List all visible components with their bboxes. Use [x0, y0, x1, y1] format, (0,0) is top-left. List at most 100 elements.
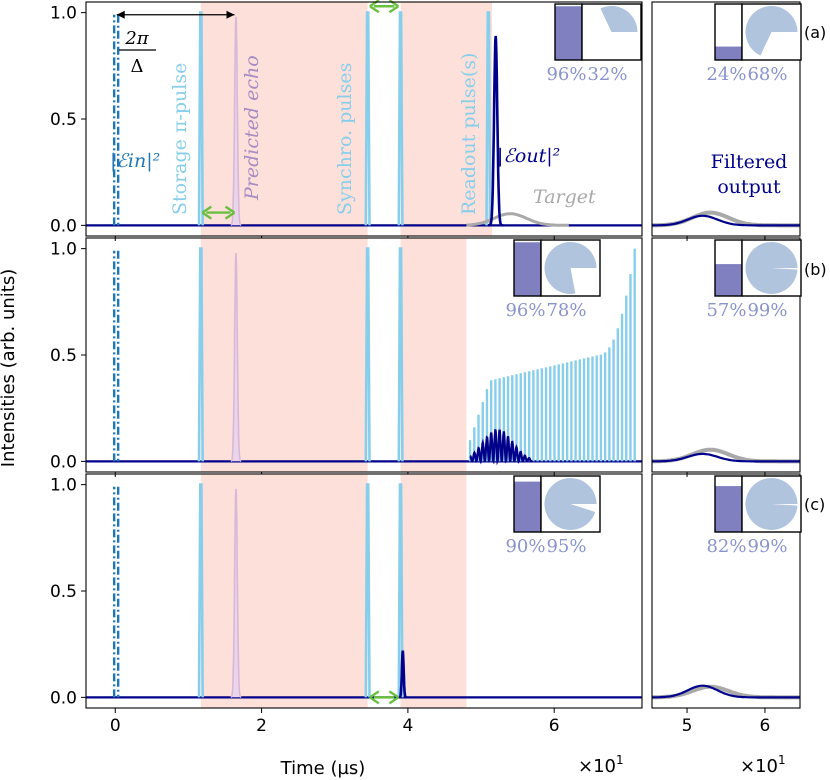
x-tick-label-right: 6 [760, 716, 771, 736]
output-pulse [469, 428, 534, 466]
x-axis-label: Time (µs) [280, 758, 366, 779]
echo-delay-arrow-head-left [201, 205, 212, 220]
readout-pulses-label: Readout pulse(s) [458, 53, 480, 215]
x-axis-exponent-right: ×101 [740, 753, 786, 777]
synchro-gap-arrow-head-right [388, 0, 400, 14]
inset-efficiency-label: 90% [505, 536, 545, 557]
inset-efficiency-label: 96% [505, 300, 545, 321]
synchro-gap-arrow-head-right [388, 690, 400, 705]
synchro-pulse [364, 247, 371, 462]
readout-pulse [485, 11, 492, 226]
echo-delay-arrow-head-right [224, 205, 236, 220]
y-tick-label: 0.5 [50, 582, 77, 602]
filtered-output-label-line1: Filtered [711, 151, 788, 173]
row-label-b: (b) [804, 260, 827, 279]
inset-efficiency-bar [715, 46, 742, 60]
inset-efficiency-label: 96% [546, 64, 586, 85]
filtered-output-curve [652, 214, 800, 227]
shaded-region [200, 238, 368, 472]
y-tick-label: 0.0 [50, 452, 77, 472]
row-label-c: (c) [804, 495, 825, 514]
synchro-pulse [364, 483, 371, 698]
x-axis-exponent: ×101 [578, 753, 624, 777]
inset-fidelity-label: 78% [546, 300, 586, 321]
y-tick-label: 1.0 [50, 476, 77, 496]
y-axis-label: Intensities (arb. units) [0, 269, 19, 467]
inset-efficiency-label: 57% [706, 300, 746, 321]
predicted-echo [230, 252, 242, 462]
x-tick-label-right: 5 [682, 716, 693, 736]
period-arrow-head-right [226, 10, 235, 19]
input-field-label: |ℰin|² [110, 150, 160, 172]
panels: 0.00.51.096% 32% 24% 68%0.00.51.096% 78% 57% 9… [50, 0, 802, 736]
annotations: 2π Δ Storage π-pulse Predicted echo Sync… [110, 28, 787, 215]
inset-fidelity-pie [544, 241, 597, 294]
inset-fidelity-label: 68% [747, 64, 787, 85]
synchro-pulse [397, 11, 404, 226]
synchro-gap-arrow-head-left [369, 0, 380, 14]
predicted-echo [230, 488, 242, 698]
two-pi-over-delta-numerator: 2π [124, 28, 149, 49]
inset-fidelity-label: 32% [587, 64, 627, 85]
storage-pulse [197, 11, 204, 226]
early-echo [398, 650, 407, 699]
filtered-output-label-line2: output [717, 176, 781, 198]
synchro-pulse [397, 483, 404, 698]
inset-fidelity-pie [600, 6, 638, 33]
inset-fidelity-pie [544, 478, 597, 530]
y-tick-label: 1.0 [50, 240, 77, 260]
y-tick-label: 0.5 [50, 110, 77, 130]
input-pulse [112, 486, 120, 698]
input-pulse [112, 14, 120, 226]
output-pulse [487, 35, 504, 227]
two-pi-over-delta-denominator: Δ [131, 56, 144, 77]
axes-frame-right [651, 473, 801, 709]
target-curve [466, 212, 569, 227]
inset-efficiency-bar [715, 486, 742, 532]
x-tick-label: 6 [549, 716, 560, 736]
output-field-label: |ℰout|² [497, 145, 560, 167]
storage-pulse [197, 483, 204, 698]
storage-pi-pulse-label: Storage π-pulse [169, 63, 191, 215]
inset-fidelity-label: 99% [747, 300, 787, 321]
synchro-gap-arrow-head-left [369, 690, 380, 705]
x-tick-label: 0 [110, 716, 121, 736]
axes-frame-right [651, 1, 801, 237]
synchro-pulses-label: Synchro. pulses [334, 63, 356, 215]
inset-efficiency-label: 24% [706, 64, 746, 85]
y-tick-label: 0.0 [50, 216, 77, 236]
axes-frame-right [651, 237, 801, 473]
x-tick-label: 2 [256, 716, 267, 736]
filtered-output-curve [652, 452, 800, 463]
inset-fidelity-label: 99% [747, 536, 787, 557]
input-pulse [112, 250, 120, 462]
inset-fidelity-pie [745, 6, 798, 56]
inset-efficiency-bar [715, 264, 742, 296]
synchro-pulse [397, 247, 404, 462]
inset-efficiency-bar [514, 481, 541, 532]
target-label: Target [533, 186, 596, 208]
inset-fidelity-pie [745, 477, 798, 530]
predicted-echo [230, 16, 242, 226]
y-tick-label: 0.0 [50, 688, 77, 708]
filtered-output-curve [652, 684, 800, 699]
inset-efficiency-bar [555, 6, 582, 61]
shaded-region [400, 238, 467, 472]
shaded-region [200, 474, 368, 708]
shaded-region [400, 474, 467, 708]
shaded-region [400, 2, 493, 236]
y-tick-label: 1.0 [50, 4, 77, 24]
inset-fidelity-pie [745, 241, 798, 294]
period-arrow-head-left [116, 10, 125, 19]
inset-efficiency-bar [514, 242, 541, 296]
storage-pulse [197, 247, 204, 462]
y-tick-label: 0.5 [50, 346, 77, 366]
inset-fidelity-label: 95% [546, 536, 586, 557]
row-label-a: (a) [804, 23, 826, 42]
shaded-region [200, 2, 368, 236]
predicted-echo-label: Predicted echo [241, 55, 263, 201]
x-tick-label: 4 [402, 716, 413, 736]
synchro-pulse [364, 11, 371, 226]
inset-efficiency-label: 82% [706, 536, 746, 557]
